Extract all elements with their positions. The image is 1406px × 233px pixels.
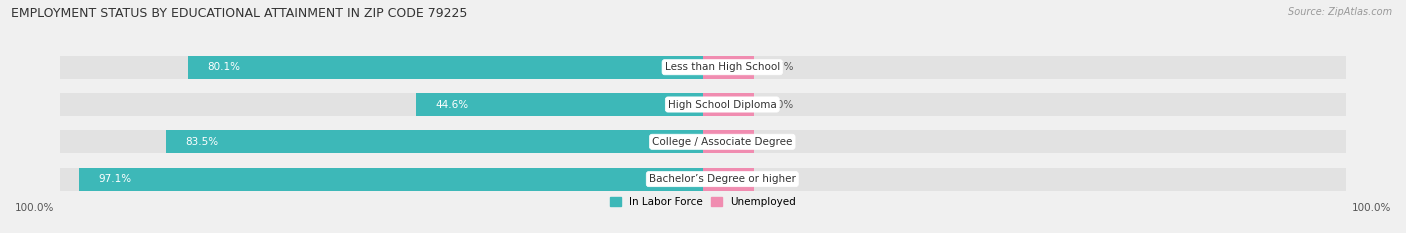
Bar — [60, 168, 703, 191]
Bar — [703, 130, 755, 153]
Text: High School Diploma: High School Diploma — [668, 99, 776, 110]
Text: 2.7%: 2.7% — [768, 62, 794, 72]
Bar — [60, 130, 703, 153]
Text: 100.0%: 100.0% — [15, 203, 55, 213]
Text: 80.1%: 80.1% — [207, 62, 240, 72]
Text: Bachelor’s Degree or higher: Bachelor’s Degree or higher — [648, 174, 796, 184]
Bar — [703, 56, 1346, 79]
Bar — [188, 56, 703, 79]
Bar — [703, 93, 1346, 116]
Text: 0.0%: 0.0% — [768, 174, 793, 184]
Bar — [703, 93, 755, 116]
Text: 0.0%: 0.0% — [768, 137, 793, 147]
Text: 44.6%: 44.6% — [436, 99, 468, 110]
Text: 100.0%: 100.0% — [1351, 203, 1391, 213]
Bar — [416, 93, 703, 116]
Text: 83.5%: 83.5% — [186, 137, 218, 147]
Bar — [60, 56, 703, 79]
Text: EMPLOYMENT STATUS BY EDUCATIONAL ATTAINMENT IN ZIP CODE 79225: EMPLOYMENT STATUS BY EDUCATIONAL ATTAINM… — [11, 7, 468, 20]
Text: College / Associate Degree: College / Associate Degree — [652, 137, 793, 147]
Bar — [166, 130, 703, 153]
Bar — [703, 168, 1346, 191]
Legend: In Labor Force, Unemployed: In Labor Force, Unemployed — [606, 193, 800, 211]
Bar — [79, 168, 703, 191]
Text: 0.0%: 0.0% — [768, 99, 793, 110]
Bar — [703, 130, 1346, 153]
Bar — [703, 168, 755, 191]
Bar — [703, 56, 755, 79]
Text: 97.1%: 97.1% — [98, 174, 131, 184]
Text: Source: ZipAtlas.com: Source: ZipAtlas.com — [1288, 7, 1392, 17]
Bar — [60, 93, 703, 116]
Text: Less than High School: Less than High School — [665, 62, 780, 72]
